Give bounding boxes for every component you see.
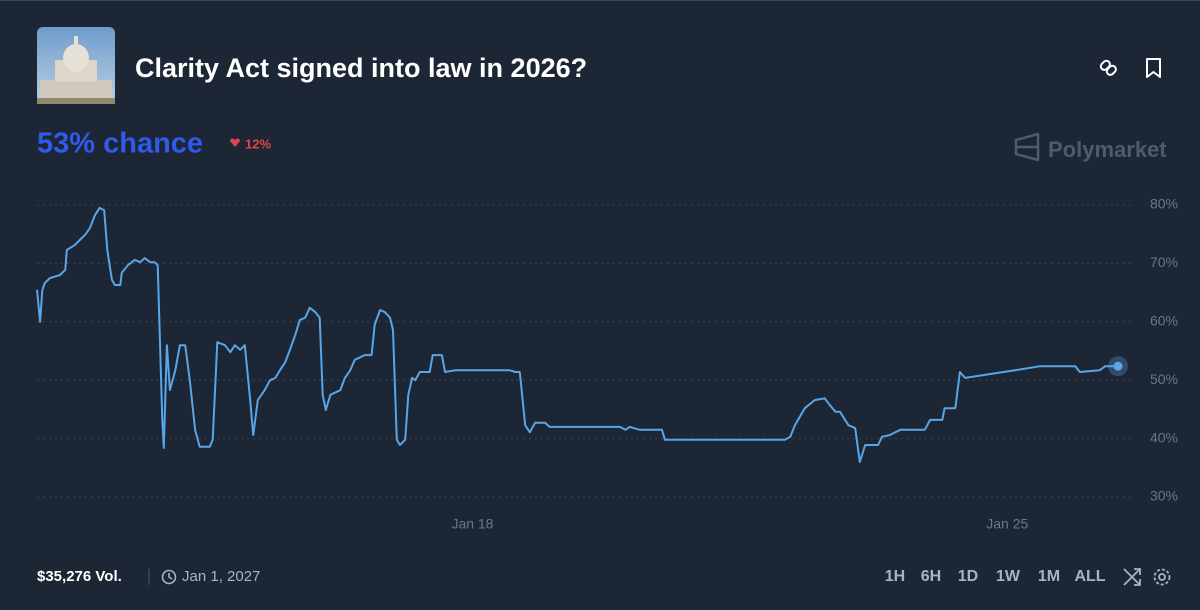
x-tick-label: Jan 18 [451, 516, 493, 532]
link-button[interactable] [1099, 59, 1117, 76]
range-button[interactable]: 1D [958, 568, 978, 585]
price-line [36, 206, 1118, 463]
range-button[interactable]: 1M [1038, 568, 1060, 585]
y-tick-label: 70% [1150, 254, 1178, 270]
y-tick-label: 30% [1150, 488, 1178, 504]
current-point [1113, 361, 1123, 371]
range-button[interactable]: ALL [1074, 568, 1105, 585]
y-tick-label: 40% [1150, 429, 1178, 445]
range-button[interactable]: 1W [996, 568, 1021, 585]
y-tick-label: 60% [1150, 313, 1178, 329]
change-icon [230, 138, 240, 147]
x-tick-label: Jan 25 [986, 516, 1028, 532]
range-button[interactable]: 1H [885, 568, 905, 585]
volume: $35,276 Vol. [37, 568, 122, 585]
clock-icon [161, 569, 177, 585]
chance-label: 53% chance [37, 128, 203, 160]
bookmark-button[interactable] [1146, 58, 1161, 78]
range-button[interactable]: 6H [921, 568, 941, 585]
range-buttons: 1H 6H 1D 1W 1M ALL [885, 568, 1106, 585]
change-label: 12% [245, 136, 271, 151]
shuffle-button[interactable] [1123, 568, 1141, 586]
y-tick-label: 50% [1150, 371, 1178, 387]
price-chart: 30% 40% 50% 60% 70% 80% Jan 18 Jan 25 [36, 196, 1178, 532]
y-tick-label: 80% [1150, 196, 1178, 212]
market-title: Clarity Act signed into law in 2026? [135, 53, 587, 83]
end-date: Jan 1, 2027 [182, 568, 260, 585]
market-image [37, 27, 115, 104]
settings-button[interactable] [1153, 568, 1171, 586]
brand-logo [1014, 132, 1040, 162]
brand-name: Polymarket [1048, 137, 1167, 162]
